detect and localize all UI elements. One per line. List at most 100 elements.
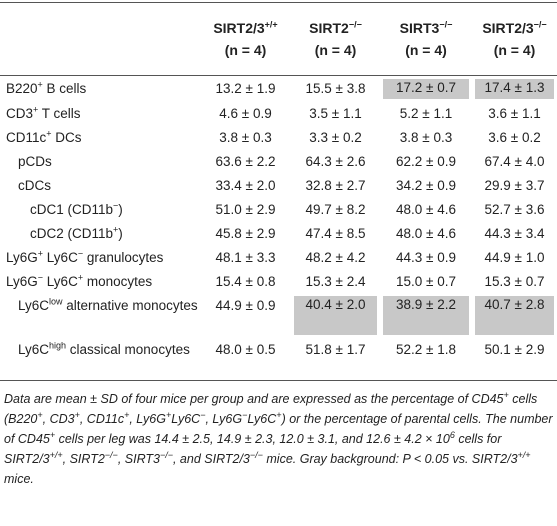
superscript: + <box>37 248 44 259</box>
header-row: SIRT2/3+/+ (n = 4) SIRT2−/− (n = 4) SIRT3−/−… <box>0 2 557 76</box>
value-cell: 44.3 ± 0.9 <box>396 250 456 265</box>
value-cell: 44.9 ± 0.9 <box>215 298 276 313</box>
superscript: − <box>242 409 248 420</box>
text: Data are mean ± SD of four mice per grou… <box>4 392 504 406</box>
text: Ly6C <box>171 412 201 426</box>
value-cell: 44.9 ± 1.0 <box>484 250 545 265</box>
text: alternative monocytes <box>62 298 198 313</box>
row-label: cDCs <box>0 173 200 197</box>
row-label: cDC1 (CD11b−) <box>0 197 200 221</box>
data-table: SIRT2/3+/+ (n = 4) SIRT2−/− (n = 4) SIRT3−/−… <box>0 2 557 381</box>
value-cell: 29.9 ± 3.7 <box>484 178 545 193</box>
row-label: Ly6G+ Ly6C− granulocytes <box>0 245 200 269</box>
value-cell: 3.3 ± 0.2 <box>309 130 362 145</box>
text: , SIRT2 <box>62 452 105 466</box>
group-name: SIRT2 <box>309 20 349 36</box>
row-label: Ly6G− Ly6C+ monocytes <box>0 269 200 293</box>
value-cell: 48.1 ± 3.3 <box>215 250 276 265</box>
genotype: −/− <box>533 19 547 30</box>
text: mice. <box>4 472 34 486</box>
text: CD11c <box>6 130 47 145</box>
row-label: CD11c+ DCs <box>0 125 200 149</box>
superscript: 6 <box>449 429 455 440</box>
row-label: B220+ B cells <box>0 76 200 102</box>
superscript: +/+ <box>49 449 63 460</box>
value-cell: 62.2 ± 0.9 <box>396 154 456 169</box>
text: cDC1 (CD11b <box>30 202 114 217</box>
row-label: pCDs <box>0 149 200 173</box>
text: Ly6C <box>43 274 78 289</box>
footnote: Data are mean ± SD of four mice per grou… <box>0 381 557 489</box>
value-cell: 4.6 ± 0.9 <box>219 106 272 121</box>
text: Ly6C <box>43 250 78 265</box>
value-cell: 3.6 ± 1.1 <box>488 106 541 121</box>
superscript: + <box>46 128 52 139</box>
genotype: +/+ <box>264 19 278 30</box>
table-row: CD3+ T cells 4.6 ± 0.9 3.5 ± 1.1 5.2 ± 1.1 3… <box>0 101 557 125</box>
text: granulocytes <box>83 250 164 265</box>
text: Ly6G <box>6 250 38 265</box>
row-label: Ly6Chigh classical monocytes <box>0 337 200 381</box>
text: Ly6C <box>247 412 277 426</box>
superscript: low <box>49 296 63 307</box>
group-name: SIRT2/3 <box>213 20 265 36</box>
column-header: SIRT2−/− (n = 4) <box>291 2 380 76</box>
value-cell: 15.5 ± 3.8 <box>305 81 366 96</box>
superscript: + <box>77 272 84 283</box>
value-cell: 40.7 ± 2.8 <box>472 293 557 337</box>
value-cell: 47.4 ± 8.5 <box>305 226 366 241</box>
superscript: + <box>37 79 43 90</box>
group-size: (n = 4) <box>314 42 357 58</box>
text: cells per leg was 14.4 ± 2.5, 14.9 ± 2.3… <box>55 432 450 446</box>
text: Ly6G <box>6 274 38 289</box>
superscript: + <box>74 409 80 420</box>
value-cell: 45.8 ± 2.9 <box>215 226 276 241</box>
table-row: Ly6G+ Ly6C− granulocytes 48.1 ± 3.3 48.2 ±… <box>0 245 557 269</box>
group-size: (n = 4) <box>224 42 267 58</box>
text: , Ly6G <box>205 412 243 426</box>
value-cell: 13.2 ± 1.9 <box>215 81 276 96</box>
text: CD3 <box>6 106 34 121</box>
group-size: (n = 4) <box>405 42 447 58</box>
superscript: − <box>113 200 119 211</box>
column-header: SIRT2/3−/− (n = 4) <box>472 2 557 76</box>
value-cell: 52.2 ± 1.8 <box>396 342 456 357</box>
table-row: cDC1 (CD11b−) 51.0 ± 2.9 49.7 ± 8.2 48.0 ± … <box>0 197 557 221</box>
text: monocytes <box>83 274 153 289</box>
text: , CD3 <box>42 412 75 426</box>
value-cell: 5.2 ± 1.1 <box>399 106 453 121</box>
column-header: SIRT3−/− (n = 4) <box>380 2 472 76</box>
text: DCs <box>51 130 82 145</box>
superscript: + <box>33 104 39 115</box>
text: pCDs <box>18 154 52 169</box>
value-cell: 63.6 ± 2.2 <box>215 154 276 169</box>
text: mice. Gray background: P < 0.05 vs. SIRT… <box>262 452 518 466</box>
superscript: + <box>49 429 56 440</box>
value-cell: 50.1 ± 2.9 <box>484 342 545 357</box>
value-cell: 38.9 ± 2.2 <box>380 293 472 337</box>
value-cell: 17.4 ± 1.3 <box>472 76 557 102</box>
superscript: − <box>77 248 84 259</box>
text: Ly6C <box>18 342 50 357</box>
value-cell: 44.3 ± 3.4 <box>484 226 545 241</box>
superscript: + <box>37 409 43 420</box>
text: cDC2 (CD11b <box>30 226 114 241</box>
value-cell: 15.0 ± 0.7 <box>396 274 456 289</box>
text: , CD11c <box>79 412 125 426</box>
value-cell: 48.0 ± 0.5 <box>215 342 276 357</box>
superscript: − <box>37 272 44 283</box>
value-cell: 3.8 ± 0.3 <box>399 130 453 145</box>
column-header: SIRT2/3+/+ (n = 4) <box>200 2 291 76</box>
value-cell: 51.8 ± 1.7 <box>305 342 366 357</box>
value-cell: 3.8 ± 0.3 <box>219 130 272 145</box>
value-cell: 67.4 ± 4.0 <box>484 154 545 169</box>
text: T cells <box>38 106 81 121</box>
superscript: +/+ <box>517 449 531 460</box>
superscript: −/− <box>249 449 263 460</box>
text: ) <box>118 202 123 217</box>
group-name: SIRT3 <box>399 20 440 36</box>
table-row: Ly6G− Ly6C+ monocytes 15.4 ± 0.8 15.3 ± 2.… <box>0 269 557 293</box>
text: ) or the percentage of parental cells. T… <box>4 412 553 446</box>
table-row: B220+ B cells 13.2 ± 1.9 15.5 ± 3.8 17.2 ± … <box>0 76 557 102</box>
